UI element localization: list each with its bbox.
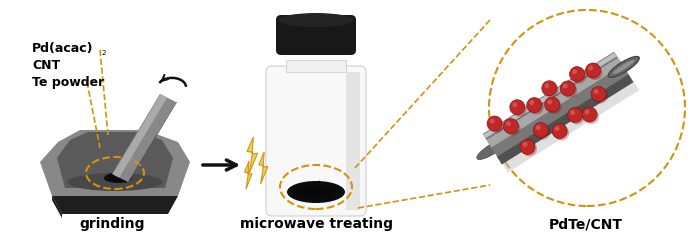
Polygon shape — [483, 52, 617, 138]
Circle shape — [527, 98, 542, 113]
Circle shape — [586, 63, 601, 78]
Circle shape — [510, 100, 525, 115]
Ellipse shape — [287, 181, 345, 203]
Circle shape — [489, 118, 504, 133]
Polygon shape — [486, 58, 623, 147]
Circle shape — [584, 109, 589, 114]
Polygon shape — [259, 152, 268, 184]
Circle shape — [520, 139, 535, 154]
Polygon shape — [52, 196, 178, 214]
Ellipse shape — [279, 13, 353, 27]
Text: grinding: grinding — [79, 217, 145, 231]
Circle shape — [542, 81, 557, 96]
Circle shape — [568, 108, 582, 122]
Circle shape — [512, 102, 527, 117]
Polygon shape — [113, 94, 167, 178]
Polygon shape — [247, 137, 258, 173]
Circle shape — [552, 124, 567, 139]
Circle shape — [544, 83, 559, 98]
Circle shape — [503, 119, 518, 134]
Circle shape — [545, 97, 560, 112]
Text: PdTe/CNT: PdTe/CNT — [549, 217, 623, 231]
Text: $_2$: $_2$ — [101, 48, 107, 58]
Circle shape — [570, 67, 584, 82]
Circle shape — [522, 142, 528, 147]
Circle shape — [547, 99, 561, 114]
Ellipse shape — [613, 60, 634, 74]
Circle shape — [522, 141, 537, 156]
Circle shape — [489, 119, 495, 124]
Ellipse shape — [608, 56, 639, 77]
Polygon shape — [112, 94, 176, 182]
Polygon shape — [497, 75, 634, 164]
Circle shape — [582, 107, 597, 122]
Circle shape — [512, 102, 517, 107]
Text: microwave treating: microwave treating — [239, 217, 393, 231]
Text: Te powder: Te powder — [32, 76, 104, 88]
Circle shape — [588, 65, 593, 71]
Circle shape — [560, 81, 575, 96]
Bar — [286, 60, 346, 72]
Circle shape — [584, 109, 599, 124]
Circle shape — [505, 121, 520, 136]
Polygon shape — [483, 52, 634, 164]
Text: Pd(acac): Pd(acac) — [32, 42, 94, 54]
Polygon shape — [57, 132, 173, 188]
Polygon shape — [128, 102, 177, 182]
Ellipse shape — [67, 173, 162, 191]
Circle shape — [563, 83, 568, 88]
Circle shape — [570, 110, 575, 115]
Circle shape — [528, 100, 544, 115]
Circle shape — [554, 125, 569, 141]
Circle shape — [487, 116, 502, 131]
Polygon shape — [52, 196, 62, 218]
Circle shape — [572, 69, 587, 84]
Circle shape — [591, 87, 606, 102]
Text: CNT: CNT — [32, 59, 60, 71]
Circle shape — [554, 126, 559, 131]
Circle shape — [536, 125, 550, 140]
Circle shape — [506, 121, 511, 126]
FancyBboxPatch shape — [276, 15, 356, 55]
Circle shape — [593, 88, 608, 103]
Polygon shape — [489, 60, 639, 172]
Polygon shape — [244, 161, 252, 189]
Ellipse shape — [477, 139, 508, 159]
Circle shape — [529, 100, 534, 105]
Circle shape — [562, 83, 578, 98]
FancyBboxPatch shape — [266, 66, 366, 216]
Ellipse shape — [104, 173, 132, 183]
Circle shape — [533, 123, 548, 138]
Circle shape — [536, 125, 540, 130]
Circle shape — [587, 65, 603, 80]
Polygon shape — [40, 130, 190, 196]
Circle shape — [594, 89, 598, 94]
Circle shape — [570, 109, 584, 125]
Polygon shape — [346, 72, 360, 210]
Circle shape — [545, 83, 550, 88]
Circle shape — [547, 100, 552, 104]
Circle shape — [572, 69, 577, 74]
